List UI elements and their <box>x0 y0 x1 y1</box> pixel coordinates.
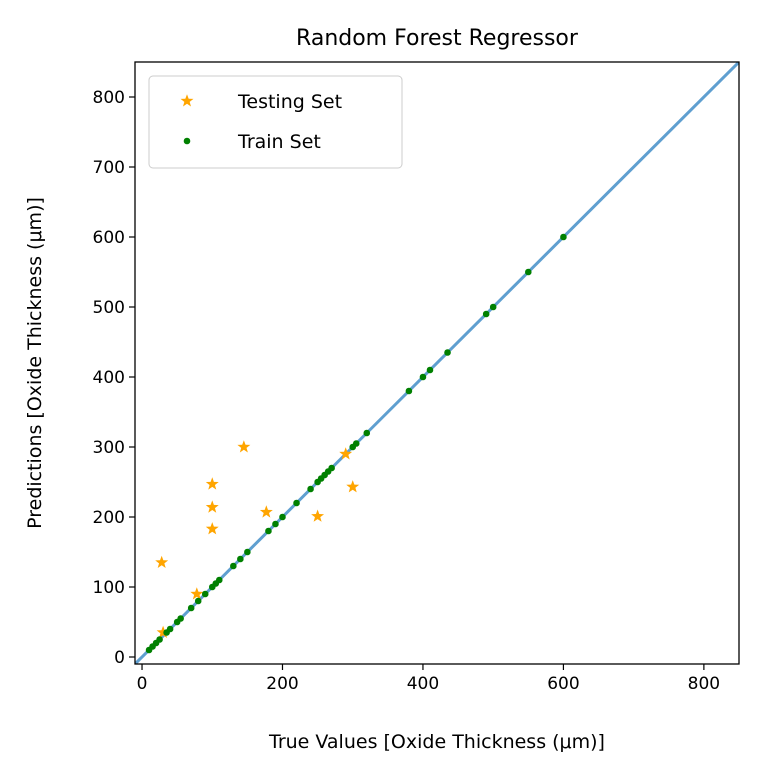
plot-frame <box>134 61 740 665</box>
y-tick-label: 200 <box>93 508 125 528</box>
point-train-set <box>328 464 335 472</box>
point-train-set <box>352 440 360 447</box>
legend-label-train-set: Train Set <box>237 131 321 153</box>
y-tick-label: 300 <box>93 438 125 458</box>
point-testing-set <box>205 477 219 490</box>
point-train-set <box>405 387 413 395</box>
point-train-set <box>293 499 300 507</box>
legend-marker-train-set <box>183 137 191 145</box>
point-train-set <box>489 303 497 311</box>
point-train-set <box>525 268 532 276</box>
y-tick-label: 400 <box>93 368 125 388</box>
y-tick-label: 100 <box>93 578 125 598</box>
point-train-set <box>560 233 567 241</box>
point-train-set <box>194 597 202 605</box>
point-testing-set <box>237 440 251 453</box>
point-train-set <box>244 548 251 556</box>
y-tick-label: 0 <box>114 648 125 668</box>
point-train-set <box>265 527 272 535</box>
series-testing-set <box>155 440 360 638</box>
point-testing-set <box>311 509 325 522</box>
point-train-set <box>426 366 434 374</box>
point-train-set <box>279 513 286 521</box>
point-train-set <box>215 576 223 584</box>
point-train-set <box>177 615 184 622</box>
x-tick-label: 600 <box>547 674 579 694</box>
axes: 0 200 400 600 800 0 100 200 300 400 500 600 700 800 <box>93 61 740 694</box>
y-tick-label: 700 <box>93 158 125 178</box>
point-testing-set <box>339 447 353 460</box>
x-tick-label: 0 <box>137 674 148 694</box>
x-tick-label: 200 <box>266 674 298 694</box>
x-axis-label: True Values [Oxide Thickness (μm)] <box>268 731 605 753</box>
point-testing-set <box>205 500 219 513</box>
legend: Testing Set Train Set <box>148 75 403 169</box>
point-testing-set <box>155 555 169 568</box>
point-testing-set <box>346 480 360 493</box>
y-tick-label: 600 <box>93 228 125 248</box>
point-train-set <box>156 636 163 643</box>
plot-area <box>135 62 739 664</box>
identity-line <box>135 62 739 664</box>
y-tick-label: 800 <box>93 88 125 108</box>
point-train-set <box>307 485 314 493</box>
legend-marker-testing-set <box>180 94 194 107</box>
legend-label-testing-set: Testing Set <box>237 91 342 113</box>
x-tick-label: 400 <box>407 674 439 694</box>
point-train-set <box>201 590 209 598</box>
point-train-set <box>482 310 490 318</box>
point-train-set <box>166 625 174 633</box>
chart-title: Random Forest Regressor <box>296 26 579 51</box>
point-train-set <box>363 429 371 437</box>
point-train-set <box>444 349 451 356</box>
point-testing-set <box>190 587 204 600</box>
point-train-set <box>237 555 244 563</box>
point-train-set <box>272 520 279 528</box>
y-tick-label: 500 <box>93 298 125 318</box>
point-train-set <box>419 373 427 381</box>
point-testing-set <box>156 625 170 638</box>
point-testing-set <box>205 522 219 535</box>
point-testing-set <box>259 505 273 518</box>
point-train-set <box>230 562 237 570</box>
y-axis-label: Predictions [Oxide Thickness (μm)] <box>24 197 46 529</box>
legend-box <box>148 75 403 169</box>
point-train-set <box>187 604 195 612</box>
series-train-set <box>145 233 567 654</box>
x-tick-label: 800 <box>688 674 720 694</box>
